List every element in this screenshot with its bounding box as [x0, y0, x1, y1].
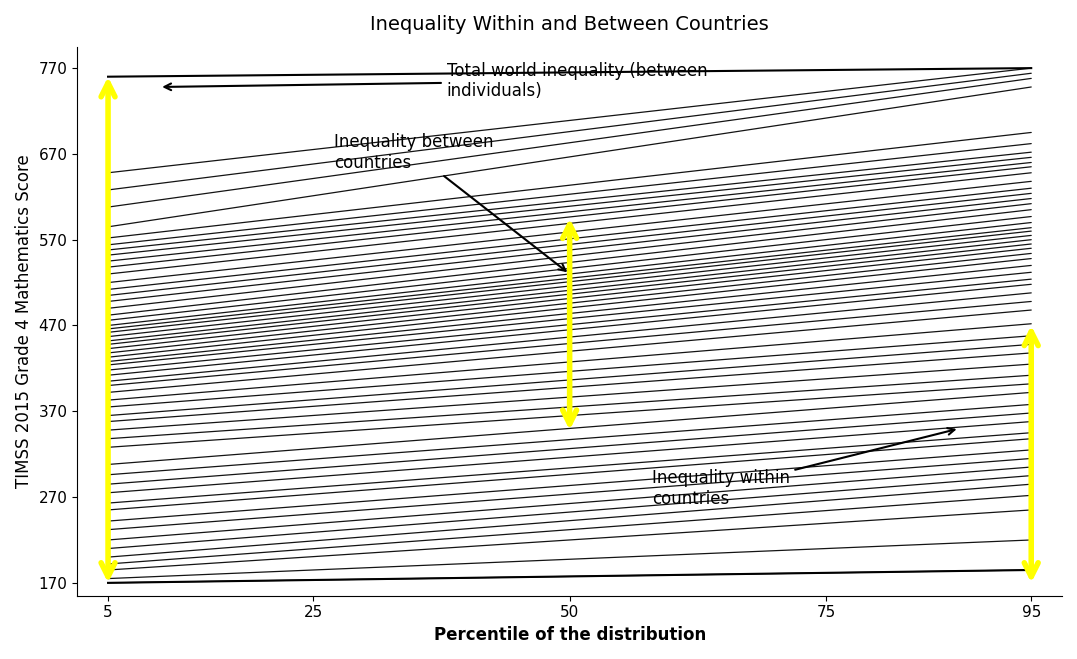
X-axis label: Percentile of the distribution: Percentile of the distribution	[434, 626, 705, 644]
Y-axis label: TIMSS 2015 Grade 4 Mathematics Score: TIMSS 2015 Grade 4 Mathematics Score	[15, 154, 33, 488]
Text: Total world inequality (between
individuals): Total world inequality (between individu…	[165, 61, 708, 100]
Title: Inequality Within and Between Countries: Inequality Within and Between Countries	[370, 15, 769, 34]
Text: Inequality within
countries: Inequality within countries	[652, 428, 954, 508]
Text: Inequality between
countries: Inequality between countries	[334, 132, 565, 271]
